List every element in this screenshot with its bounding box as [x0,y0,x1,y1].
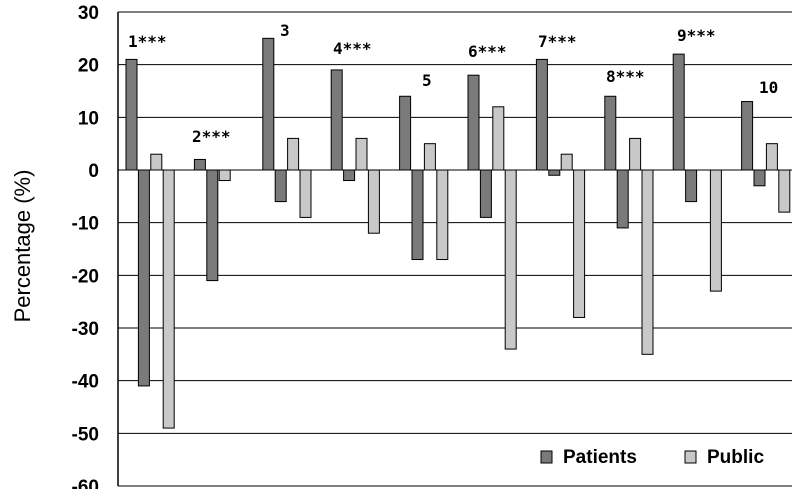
category-label: 6*** [468,42,507,61]
bar [343,169,356,182]
legend-swatch [540,450,553,464]
bar [287,137,300,171]
bar [629,137,642,171]
bar [330,69,343,171]
bar [206,169,219,282]
bar [125,58,138,171]
bar [367,169,380,234]
legend-swatch [684,450,697,464]
legend-label: Patients [563,447,637,468]
bar [504,169,517,350]
bar [150,153,163,171]
bar [479,169,492,218]
legend: Patients Public [540,447,764,468]
bar [548,169,561,176]
y-tick-label: -30 [72,319,99,340]
bar [560,153,573,171]
bar [411,169,424,261]
y-tick-label: -10 [72,214,99,235]
bar [436,169,449,261]
bar [672,53,685,171]
y-tick-label: 30 [78,3,99,24]
y-tick-label: -40 [72,372,99,393]
bar [604,95,617,171]
y-tick-label: -60 [72,477,99,489]
bar [709,169,722,292]
bar [423,143,436,171]
category-labels: 1*** 2*** 3 4*** 5 6*** 7*** 8*** 9*** 10 [128,21,778,146]
y-axis-title: Percentage (%) [10,170,35,323]
bar [218,169,231,182]
y-tick-label: 10 [78,108,99,129]
y-tick-label: 0 [88,161,99,182]
category-label: 10 [759,78,778,97]
category-label: 2*** [192,127,231,146]
category-label: 1*** [128,32,167,51]
category-label: 7*** [538,32,577,51]
bar [492,106,505,171]
bar [616,169,629,229]
bar [399,95,412,171]
category-label: 8*** [606,67,645,86]
category-label: 5 [422,71,432,90]
bar [262,37,275,171]
bar [535,58,548,171]
bar [741,101,754,171]
bars [125,37,791,429]
bar [355,137,368,171]
bar [685,169,698,203]
bar [467,74,480,171]
legend-label: Public [707,447,764,468]
bar [193,158,206,171]
category-label: 3 [280,21,290,40]
category-label: 9*** [677,26,716,45]
bar [778,169,791,213]
bar [573,169,586,318]
bar [162,169,175,429]
y-tick-label: 20 [78,56,99,77]
y-tick-label: -50 [72,424,99,445]
bar [765,143,778,171]
grid [118,11,792,487]
bar [299,169,312,218]
y-tick-label: -20 [72,266,99,287]
bar [137,169,150,387]
bar [274,169,287,203]
bar [753,169,766,187]
y-tick-labels: 30 20 10 0 -10 -20 -30 -40 -50 -60 [72,3,99,489]
category-label: 4*** [333,39,372,58]
bar [641,169,654,355]
